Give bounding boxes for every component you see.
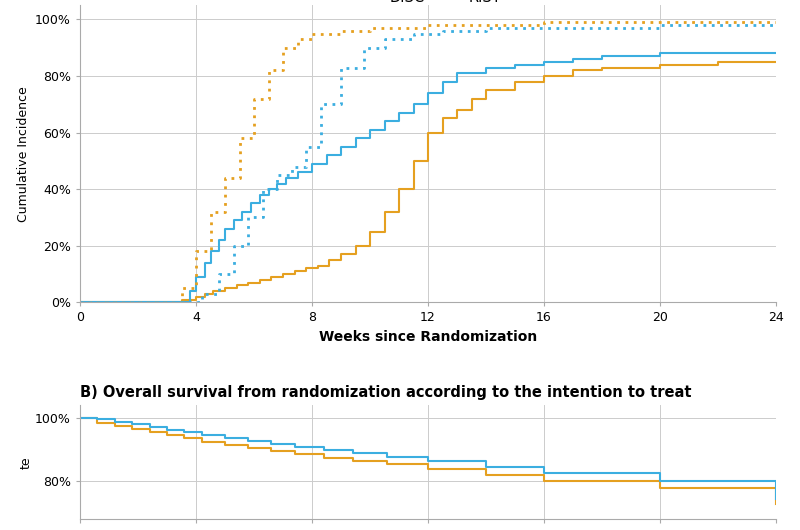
Y-axis label: Cumulative Incidence: Cumulative Incidence xyxy=(17,86,30,222)
Legend: DISC, RIST: DISC, RIST xyxy=(349,0,507,11)
Y-axis label: te: te xyxy=(19,456,32,469)
Text: B) Overall survival from randomization according to the intention to treat: B) Overall survival from randomization a… xyxy=(80,385,691,400)
X-axis label: Weeks since Randomization: Weeks since Randomization xyxy=(319,330,537,344)
